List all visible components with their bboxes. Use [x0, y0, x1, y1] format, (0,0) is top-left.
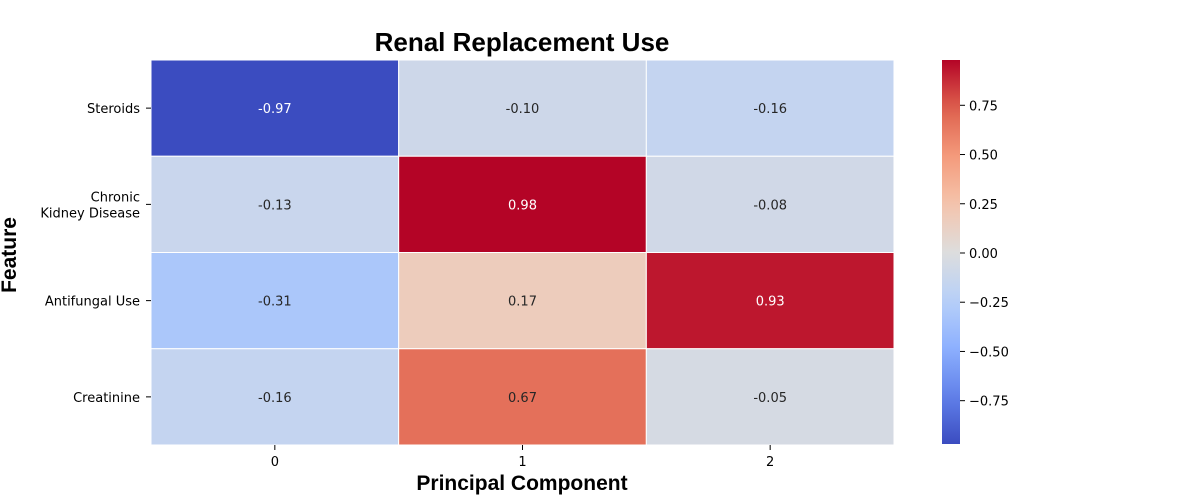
cell-value-label: -0.05 — [753, 391, 787, 406]
heatmap-grid: -0.97 -0.10 -0.16 -0.13 0.98 -0.08 -0.31 0.17 0.… — [150, 59, 895, 446]
cell-value-label: -0.13 — [258, 198, 292, 213]
cell-value-label: -0.16 — [258, 391, 292, 406]
chart-title: Renal Replacement Use — [375, 27, 670, 57]
y-tick-label: Antifungal Use — [45, 295, 140, 310]
cell-value-label: 0.67 — [508, 391, 537, 406]
heatmap-cell — [150, 348, 400, 446]
x-axis-label: Principal Component — [416, 472, 627, 495]
colorbar-tick-label: −0.50 — [969, 345, 1009, 360]
cell-value-label: 0.17 — [508, 295, 537, 310]
x-axis: 0 1 2 — [271, 445, 774, 470]
colorbar-tick-label: −0.25 — [969, 296, 1009, 311]
heatmap-cell — [150, 155, 400, 253]
heatmap-cell — [150, 59, 400, 157]
heatmap-cell — [398, 59, 647, 157]
colorbar-ticks: 0.75 0.50 0.25 0.00 −0.25 −0.50 −0.75 — [960, 99, 1009, 410]
y-tick-label: Chronic Kidney Disease — [40, 190, 140, 221]
cell-value-label: 0.93 — [756, 295, 785, 310]
y-axis: Steroids Chronic Kidney Disease Antifungal … — [40, 102, 151, 406]
heatmap-cell — [645, 348, 895, 446]
cell-value-label: 0.98 — [508, 198, 537, 213]
heatmap-cell — [398, 252, 647, 350]
colorbar-tick-label: −0.75 — [969, 395, 1009, 410]
x-tick-label: 0 — [271, 455, 279, 470]
cell-value-label: -0.16 — [753, 102, 787, 117]
cell-value-label: -0.31 — [258, 295, 292, 310]
colorbar-tick-label: 0.50 — [969, 149, 998, 164]
colorbar-tick-label: 0.75 — [969, 99, 998, 114]
x-tick-label: 2 — [766, 455, 774, 470]
heatmap-cell — [645, 155, 895, 253]
colorbar-tick-label: 0.25 — [969, 198, 998, 213]
y-tick-label: Steroids — [87, 102, 140, 117]
x-tick-label: 1 — [518, 455, 526, 470]
cell-value-label: -0.10 — [506, 102, 540, 117]
heatmap-cell — [645, 59, 895, 157]
y-axis-label: Feature — [0, 217, 21, 293]
heatmap-cell — [398, 155, 647, 253]
y-tick-label: Creatinine — [73, 391, 140, 406]
colorbar-tick-label: 0.00 — [969, 247, 998, 262]
cell-value-label: -0.08 — [753, 198, 787, 213]
colorbar: 0.75 0.50 0.25 0.00 −0.25 −0.50 −0.75 — [942, 60, 1009, 444]
cell-value-label: -0.97 — [258, 102, 292, 117]
colorbar-gradient — [942, 60, 960, 444]
